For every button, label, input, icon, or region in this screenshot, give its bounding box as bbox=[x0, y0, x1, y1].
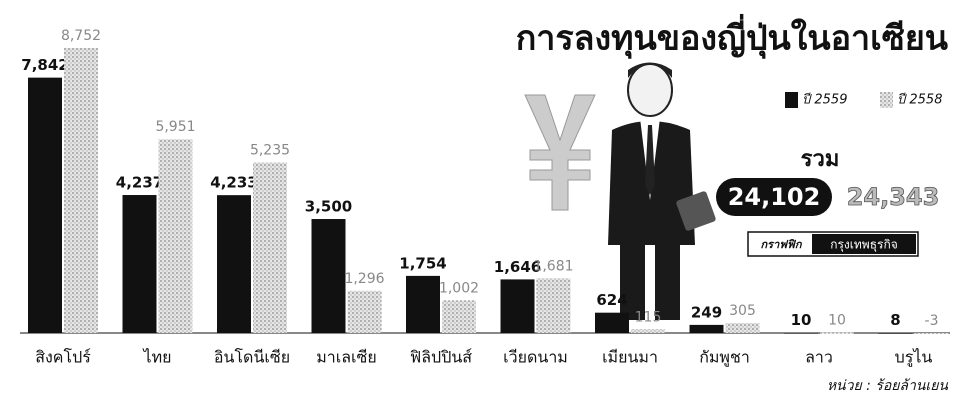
value-label: 1,681 bbox=[533, 258, 573, 274]
x-tick-label: อินโดนีเซีย bbox=[214, 348, 290, 367]
value-label: 8,752 bbox=[61, 28, 101, 44]
value-label: 5,951 bbox=[155, 119, 195, 135]
man-icon bbox=[608, 62, 716, 320]
yen-icon bbox=[524, 94, 596, 211]
bar bbox=[28, 77, 62, 333]
value-label: 3,500 bbox=[305, 198, 352, 216]
value-label: 8 bbox=[890, 311, 900, 329]
value-label: 115 bbox=[635, 309, 662, 325]
value-label: 7,842 bbox=[21, 56, 68, 74]
value-label: 305 bbox=[729, 303, 756, 319]
bar bbox=[64, 48, 98, 333]
credit-left bbox=[750, 234, 812, 254]
bar bbox=[820, 332, 854, 334]
value-label: -3 bbox=[925, 313, 939, 329]
value-label: 4,233 bbox=[210, 174, 257, 192]
bar bbox=[914, 333, 949, 334]
total-label: รวม bbox=[801, 147, 840, 172]
value-label: 1,002 bbox=[439, 280, 479, 296]
x-tick-label: กัมพูชา bbox=[699, 348, 750, 368]
bar bbox=[158, 139, 193, 333]
legend-label: ปี 2559 bbox=[802, 92, 847, 108]
bar bbox=[500, 279, 535, 333]
value-label: 10 bbox=[828, 313, 846, 329]
bar bbox=[878, 332, 913, 334]
x-tick-label: ไทย bbox=[142, 348, 172, 367]
bar bbox=[122, 195, 157, 333]
total-pill bbox=[716, 178, 832, 216]
bar bbox=[406, 275, 440, 333]
bar bbox=[725, 323, 760, 333]
credit-text: กราฟฟิก bbox=[761, 238, 803, 251]
bar bbox=[595, 312, 629, 333]
total-value: 24,102 bbox=[728, 183, 821, 211]
bar bbox=[311, 219, 346, 333]
x-tick-label: เวียดนาม bbox=[503, 348, 568, 367]
x-tick-label: บรูไน bbox=[895, 348, 933, 368]
bar bbox=[442, 300, 476, 333]
credit-right bbox=[812, 234, 916, 254]
bar bbox=[253, 162, 287, 333]
unit-label: หน่วย : ร้อยล้านเยน bbox=[827, 378, 949, 394]
x-tick-label: ลาว bbox=[805, 348, 833, 367]
bar bbox=[217, 195, 251, 333]
value-label: 249 bbox=[691, 303, 722, 321]
credit-text: กรุงเทพธุรกิจ bbox=[830, 238, 898, 253]
bar bbox=[784, 332, 818, 334]
bar bbox=[536, 278, 571, 333]
legend-swatch bbox=[785, 92, 798, 108]
value-label: 5,235 bbox=[250, 143, 290, 159]
value-label: 10 bbox=[791, 311, 812, 329]
value-label: 4,237 bbox=[116, 174, 163, 192]
x-tick-label: เมียนมา bbox=[602, 348, 658, 367]
total-value: 24,343 bbox=[847, 183, 940, 211]
bar bbox=[631, 329, 665, 333]
bar bbox=[347, 290, 382, 333]
x-tick-label: สิงคโปร์ bbox=[35, 348, 91, 367]
value-label: 1,296 bbox=[344, 271, 384, 287]
value-label: 624 bbox=[596, 291, 627, 309]
legend-swatch bbox=[880, 92, 893, 108]
x-tick-label: ฟิลิปปินส์ bbox=[410, 348, 472, 367]
chart-title: การลงทุนของญี่ปุ่นในอาเซียน bbox=[516, 14, 948, 60]
value-label: 1,646 bbox=[494, 258, 541, 276]
legend-label: ปี 2558 bbox=[897, 92, 942, 108]
x-tick-label: มาเลเซีย bbox=[316, 348, 377, 367]
value-label: 1,754 bbox=[399, 254, 446, 272]
bar bbox=[689, 324, 724, 333]
